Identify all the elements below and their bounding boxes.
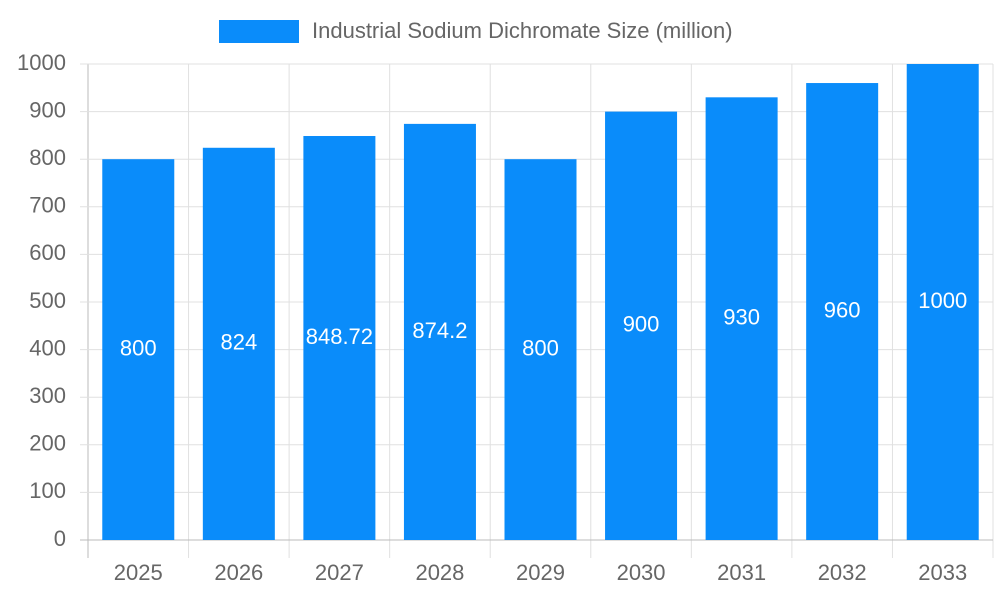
legend-swatch: [219, 20, 299, 43]
bar: [504, 159, 577, 540]
y-tick-label: 800: [29, 145, 66, 170]
value-label: 1000: [918, 288, 967, 313]
bar: [202, 147, 275, 540]
y-tick-label: 500: [29, 288, 66, 313]
value-label: 874.2: [412, 318, 467, 343]
value-label: 800: [120, 335, 157, 360]
bar: [605, 111, 678, 540]
bar: [705, 97, 778, 540]
x-tick-label: 2033: [918, 560, 967, 585]
value-label: 900: [623, 312, 660, 337]
x-tick-label: 2027: [315, 560, 364, 585]
value-label: 930: [723, 304, 760, 329]
y-tick-label: 1000: [17, 50, 66, 75]
bar: [806, 83, 879, 540]
x-tick-label: 2031: [717, 560, 766, 585]
x-tick-label: 2025: [114, 560, 163, 585]
value-label: 800: [522, 335, 559, 360]
bar: [403, 123, 476, 540]
x-tick-label: 2030: [617, 560, 666, 585]
y-tick-label: 300: [29, 383, 66, 408]
bar: [906, 64, 979, 540]
y-tick-label: 100: [29, 478, 66, 503]
bar: [102, 159, 175, 540]
x-tick-label: 2026: [214, 560, 263, 585]
y-tick-label: 200: [29, 431, 66, 456]
value-label: 848.72: [306, 324, 373, 349]
value-label: 960: [824, 297, 861, 322]
y-tick-label: 900: [29, 97, 66, 122]
x-tick-label: 2029: [516, 560, 565, 585]
x-tick-label: 2028: [415, 560, 464, 585]
y-tick-label: 700: [29, 193, 66, 218]
y-tick-label: 600: [29, 240, 66, 265]
legend-label: Industrial Sodium Dichromate Size (milli…: [312, 18, 733, 43]
bar: [303, 136, 376, 540]
y-tick-label: 0: [54, 526, 66, 551]
y-tick-label: 400: [29, 335, 66, 360]
x-tick-label: 2032: [818, 560, 867, 585]
value-label: 824: [220, 330, 257, 355]
